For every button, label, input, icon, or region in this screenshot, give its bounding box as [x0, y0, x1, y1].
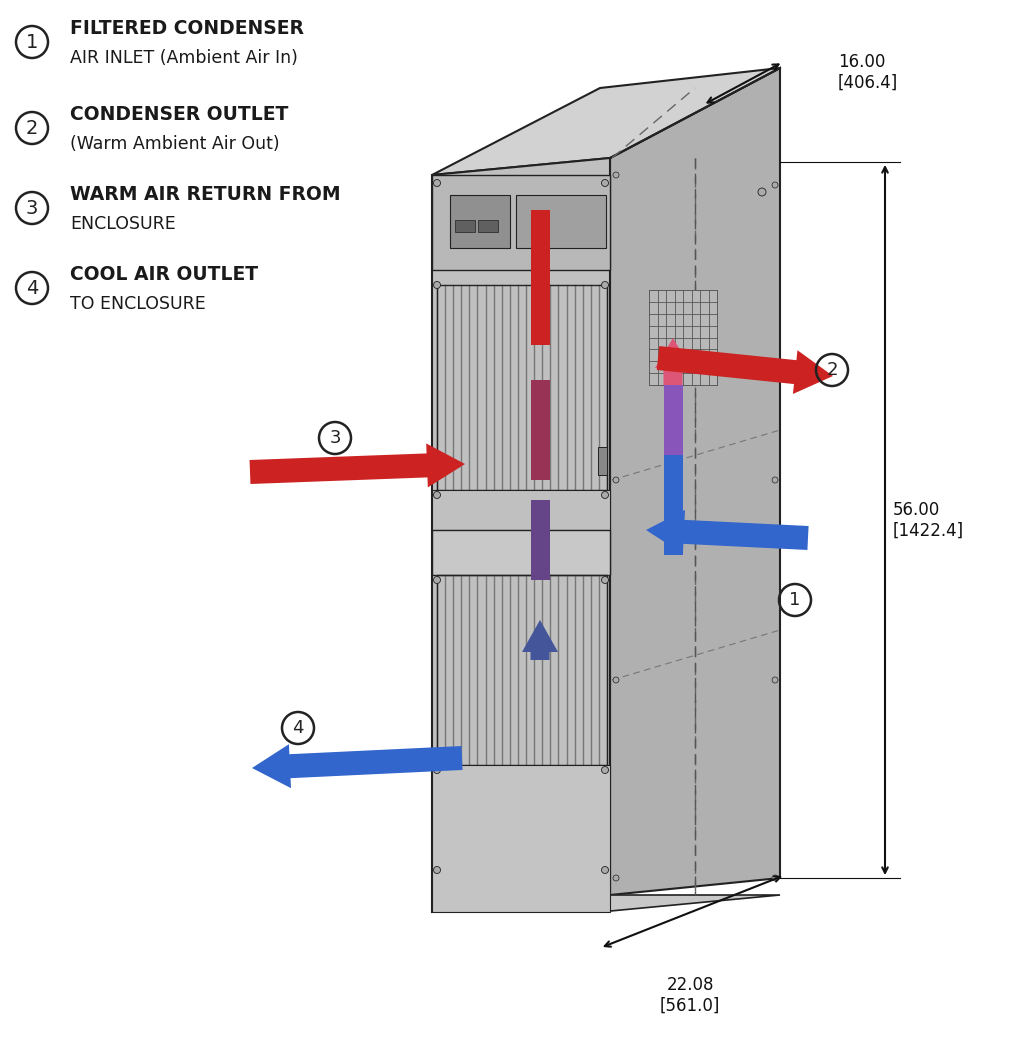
- Circle shape: [613, 172, 618, 178]
- FancyArrow shape: [250, 444, 465, 488]
- Text: 22.08
[561.0]: 22.08 [561.0]: [659, 975, 720, 1014]
- Text: TO ENCLOSURE: TO ENCLOSURE: [70, 295, 206, 313]
- Polygon shape: [432, 158, 610, 912]
- Text: FILTERED CONDENSER: FILTERED CONDENSER: [70, 19, 304, 38]
- Bar: [598, 447, 607, 475]
- Text: 4: 4: [26, 279, 38, 297]
- Circle shape: [601, 766, 608, 774]
- Bar: [437, 285, 607, 490]
- Circle shape: [772, 677, 778, 683]
- Circle shape: [433, 577, 440, 583]
- Text: 16.00
[406.4]: 16.00 [406.4]: [838, 53, 898, 91]
- Polygon shape: [610, 68, 780, 895]
- Bar: [432, 530, 610, 575]
- Text: 56.00
[1422.4]: 56.00 [1422.4]: [893, 500, 965, 539]
- Text: COOL AIR OUTLET: COOL AIR OUTLET: [70, 265, 258, 284]
- FancyArrow shape: [646, 510, 809, 554]
- Text: 1: 1: [26, 33, 38, 51]
- Bar: [437, 575, 607, 765]
- Circle shape: [601, 577, 608, 583]
- Bar: [432, 765, 610, 912]
- Bar: [432, 490, 610, 530]
- Text: CONDENSER OUTLET: CONDENSER OUTLET: [70, 104, 289, 124]
- Text: (Warm Ambient Air Out): (Warm Ambient Air Out): [70, 135, 280, 153]
- Text: WARM AIR RETURN FROM: WARM AIR RETURN FROM: [70, 185, 341, 204]
- FancyArrow shape: [664, 455, 683, 555]
- FancyArrow shape: [530, 210, 550, 345]
- Circle shape: [772, 875, 778, 881]
- FancyArrow shape: [252, 744, 463, 788]
- Bar: [478, 220, 498, 232]
- Text: 3: 3: [330, 429, 341, 447]
- Text: ENCLOSURE: ENCLOSURE: [70, 215, 176, 233]
- Polygon shape: [432, 895, 780, 912]
- FancyArrow shape: [664, 385, 683, 455]
- FancyArrow shape: [656, 346, 833, 394]
- Bar: [455, 220, 475, 232]
- FancyArrow shape: [530, 500, 550, 580]
- Circle shape: [433, 282, 440, 289]
- Circle shape: [772, 477, 778, 483]
- Circle shape: [433, 866, 440, 873]
- Bar: [649, 290, 717, 385]
- Text: 3: 3: [26, 199, 38, 218]
- FancyArrow shape: [530, 380, 550, 480]
- Bar: [516, 195, 606, 248]
- Text: 2: 2: [826, 360, 838, 379]
- Text: 1: 1: [790, 591, 801, 609]
- Circle shape: [433, 492, 440, 498]
- Bar: [450, 195, 510, 248]
- Circle shape: [601, 180, 608, 186]
- Text: 4: 4: [292, 719, 304, 737]
- Bar: [432, 176, 610, 270]
- Circle shape: [758, 188, 766, 195]
- Text: AIR INLET (Ambient Air In): AIR INLET (Ambient Air In): [70, 49, 298, 67]
- Circle shape: [433, 180, 440, 186]
- Circle shape: [601, 866, 608, 873]
- Polygon shape: [432, 68, 780, 176]
- FancyArrow shape: [655, 338, 691, 385]
- Circle shape: [601, 282, 608, 289]
- Circle shape: [601, 492, 608, 498]
- Circle shape: [433, 766, 440, 774]
- Circle shape: [613, 477, 618, 483]
- Circle shape: [613, 875, 618, 881]
- Circle shape: [772, 182, 778, 188]
- FancyArrow shape: [522, 620, 558, 660]
- Text: 2: 2: [26, 119, 38, 138]
- Circle shape: [613, 677, 618, 683]
